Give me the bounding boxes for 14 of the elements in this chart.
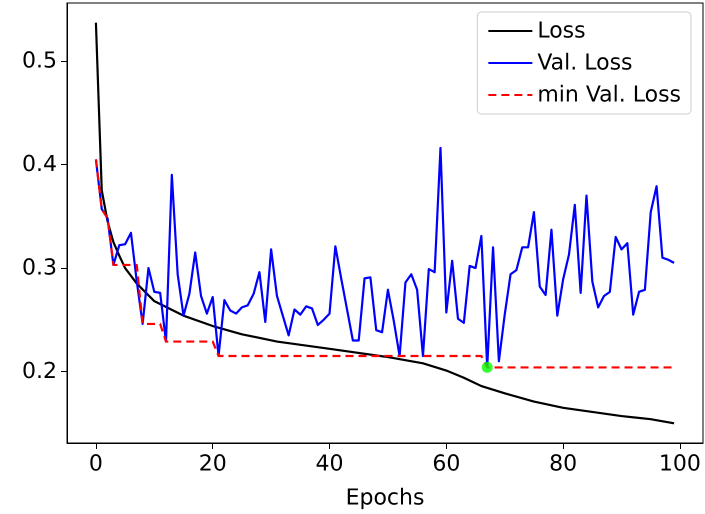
- x-tick-label: 0: [88, 452, 103, 476]
- x-tick-label: 40: [316, 452, 344, 476]
- legend-label: min Val. Loss: [537, 82, 681, 108]
- x-tick-label: 100: [658, 452, 701, 476]
- x-axis-title: Epochs: [346, 486, 424, 510]
- y-tick-label: 0.4: [22, 152, 57, 178]
- x-tick-label: 80: [549, 452, 578, 476]
- legend-label: Loss: [537, 18, 586, 44]
- y-tick-label: 0.5: [22, 48, 57, 74]
- legend-label: Val. Loss: [537, 50, 633, 76]
- y-tick-label: 0.3: [22, 256, 57, 281]
- y-tick-label: 0.2: [22, 359, 57, 384]
- x-tick-label: 60: [432, 452, 460, 476]
- x-tick-label: 20: [198, 452, 227, 476]
